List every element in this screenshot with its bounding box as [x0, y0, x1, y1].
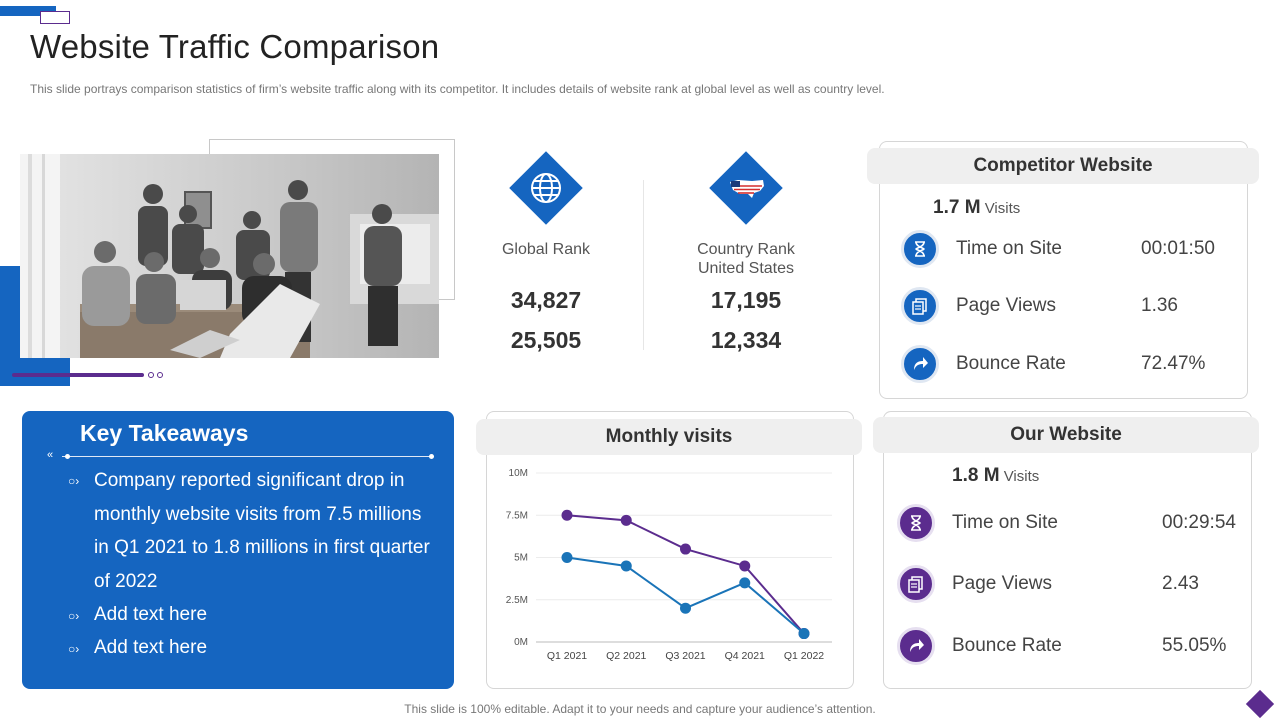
double-chevron-icon: «: [47, 449, 54, 461]
divider-dot: [429, 454, 434, 459]
takeaway-item-2: Add text here: [94, 604, 208, 625]
our-website-card-title: Our Website: [873, 417, 1259, 453]
our-website-card: [883, 411, 1252, 689]
monthly-visits-chart: 0M 2.5M 5M 7.5M 10M Q1 2021 Q2 2021 Q3 2021 Q4 2…: [506, 468, 832, 662]
page-subtitle: This slide portrays comparison statistic…: [30, 82, 885, 96]
our-time-label: Time on Site: [952, 512, 1058, 533]
y-tick-label: 2.5M: [506, 595, 528, 606]
takeaway-1-line-1: Company reported significant drop in: [94, 470, 405, 491]
country-rank-label: Country Rank United States: [661, 240, 831, 280]
key-takeaways-title: Key Takeaways: [80, 420, 249, 446]
bullet-icon: ○›: [68, 609, 80, 623]
data-point: [561, 509, 573, 521]
pages-icon: [901, 287, 939, 325]
key-takeaways-divider: [62, 456, 434, 457]
country-rank-value-2: 12,334: [710, 327, 782, 353]
data-point: [680, 602, 691, 614]
competitor-card-title: Competitor Website: [867, 148, 1259, 184]
competitor-card: [879, 141, 1248, 399]
bounce-arrow-icon: [897, 627, 935, 665]
data-point: [798, 628, 810, 640]
global-rank-panel: Global Rank 34,827 25,505: [461, 150, 631, 360]
competitor-pageviews-value: 1.36: [1141, 295, 1178, 316]
pages-icon: [897, 565, 935, 603]
x-tick-label: Q2 2021: [606, 650, 646, 662]
country-rank-label-line2: United States: [697, 260, 795, 277]
data-point: [739, 577, 751, 589]
y-tick-label: 10M: [509, 468, 528, 479]
divider-dot: [65, 454, 70, 459]
chart-title: Monthly visits: [476, 419, 862, 455]
footer-note: This slide is 100% editable. Adapt it to…: [404, 702, 876, 716]
our-bounce-value: 55.05%: [1162, 635, 1227, 656]
country-rank-panel: Country Rank United States 17,195 12,334: [661, 150, 831, 360]
y-tick-label: 0M: [514, 637, 528, 648]
data-point: [620, 514, 632, 526]
country-rank-label-line1: Country Rank: [697, 241, 795, 258]
our-visits-label: Visits: [1003, 468, 1040, 485]
our-bounce-label: Bounce Rate: [952, 635, 1062, 656]
y-tick-label: 5M: [514, 553, 528, 564]
takeaway-1-line-4: of 2022: [94, 570, 158, 592]
header-accent-bar: [0, 6, 56, 16]
us-map-icon: [708, 150, 784, 226]
x-tick-label: Q1 2022: [784, 650, 824, 662]
monthly-visits-card: [486, 411, 854, 689]
y-tick-label: 7.5M: [506, 510, 528, 521]
x-tick-label: Q1 2021: [547, 650, 587, 662]
takeaway-1-line-2: monthly website visits from 7.5 millions: [94, 503, 422, 525]
data-point: [620, 560, 632, 572]
page-title: Website Traffic Comparison: [30, 28, 440, 65]
competitor-visits-label: Visits: [984, 200, 1021, 217]
our-pageviews-value: 2.43: [1162, 573, 1199, 594]
bounce-arrow-icon: [901, 345, 939, 383]
bullet-icon: ○›: [68, 642, 80, 656]
global-rank-label: Global Rank: [501, 241, 591, 258]
our-visits-value: 1.8 M: [952, 465, 1000, 486]
takeaway-item-3: Add text here: [94, 637, 208, 658]
takeaway-1-line-3: in Q1 2021 to 1.8 millions in first quar…: [94, 537, 430, 559]
takeaway-item-1: Company reported significant drop in mon…: [94, 464, 430, 598]
globe-icon: [508, 150, 584, 226]
competitor-bounce-value: 72.47%: [1141, 353, 1206, 374]
photo-underline: [12, 373, 144, 377]
competitor-time-label: Time on Site: [956, 238, 1062, 259]
our-time-value: 00:29:54: [1162, 512, 1236, 533]
hourglass-icon: [901, 230, 939, 268]
competitor-visits-value: 1.7 M: [933, 197, 981, 218]
rank-divider: [643, 180, 644, 350]
competitor-bounce-label: Bounce Rate: [956, 353, 1066, 374]
data-point: [739, 560, 751, 572]
global-rank-value-2: 25,505: [510, 327, 582, 353]
decor-dot: [148, 372, 154, 378]
country-rank-value-1: 17,195: [710, 287, 782, 313]
competitor-time-value: 00:01:50: [1141, 238, 1215, 259]
our-pageviews-label: Page Views: [952, 573, 1052, 594]
global-rank-value-1: 34,827: [510, 287, 582, 313]
series-line-2: [566, 556, 805, 635]
decor-dot: [157, 372, 163, 378]
competitor-pageviews-label: Page Views: [956, 295, 1056, 316]
series-line-1: [566, 514, 805, 635]
key-takeaways-panel: [22, 411, 454, 689]
x-tick-label: Q3 2021: [665, 650, 705, 662]
competitor-visits: 1.7 M Visits: [933, 197, 1020, 219]
our-visits: 1.8 M Visits: [952, 465, 1039, 487]
header-accent-box: [40, 11, 70, 24]
bullet-icon: ○›: [68, 474, 80, 488]
team-photo: [20, 154, 439, 358]
data-point: [680, 543, 691, 555]
data-point: [561, 552, 573, 563]
x-tick-label: Q4 2021: [725, 650, 765, 662]
hourglass-icon: [897, 504, 935, 542]
